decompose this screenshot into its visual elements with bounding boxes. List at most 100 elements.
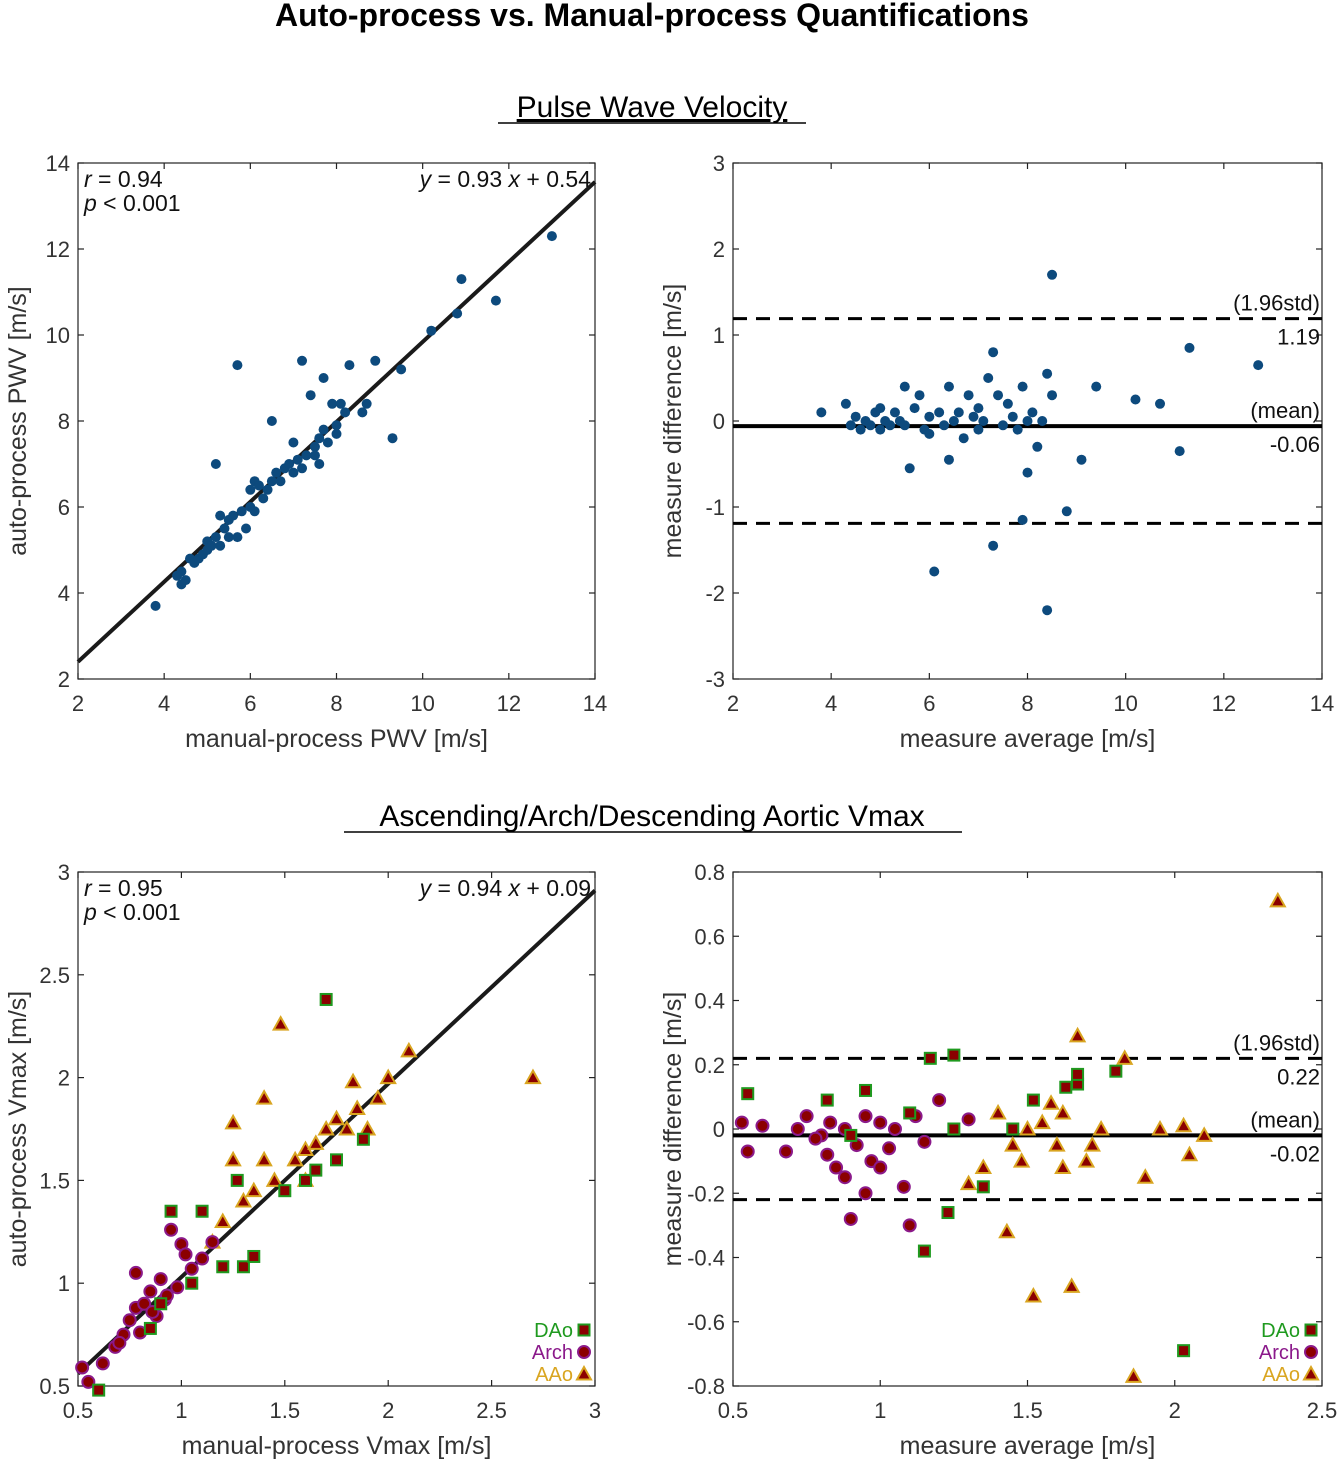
data-point-aao bbox=[1054, 1103, 1072, 1120]
data-point-aao bbox=[1024, 1287, 1043, 1303]
data-point bbox=[1155, 398, 1166, 409]
data-point-dao bbox=[941, 1206, 955, 1220]
data-point-aao bbox=[1042, 1094, 1060, 1110]
data-point-arch bbox=[932, 1093, 947, 1108]
vmax-bland-altman-panel: 0.5 1 1.5 2 2.5 -0.8 -0.6 -0.4 -0.2 0 0.2 0.4 0.6 0.8… bbox=[659, 860, 1337, 1460]
x-tick-label: 2 bbox=[382, 1398, 394, 1423]
data-point-arch bbox=[205, 1235, 220, 1250]
data-point bbox=[340, 407, 351, 418]
y-tick-label: 1.5 bbox=[39, 1168, 70, 1193]
y-tick-label: 1 bbox=[713, 323, 725, 348]
data-point-aao bbox=[379, 1068, 397, 1085]
data-point bbox=[973, 403, 984, 414]
data-point-aao bbox=[255, 1089, 273, 1105]
data-point bbox=[929, 566, 940, 577]
data-point bbox=[262, 484, 273, 495]
data-point-dao bbox=[195, 1204, 209, 1218]
r-value: = 0.95 bbox=[92, 875, 163, 901]
data-point-aao bbox=[1054, 1158, 1072, 1175]
data-point-arch bbox=[137, 1296, 152, 1311]
p-value: < 0.001 bbox=[97, 190, 181, 216]
equation-part: = 0.94 bbox=[431, 875, 508, 901]
x-tick-label: 10 bbox=[1113, 691, 1137, 716]
data-point-arch bbox=[808, 1131, 823, 1146]
data-point bbox=[1027, 407, 1038, 418]
data-point bbox=[1047, 390, 1058, 401]
data-point bbox=[456, 274, 467, 285]
data-point bbox=[253, 480, 264, 491]
data-point bbox=[249, 506, 260, 517]
x-tick-label: 4 bbox=[158, 691, 170, 716]
data-point-aao bbox=[245, 1181, 263, 1198]
x-tick-label: 10 bbox=[410, 691, 434, 716]
data-point-aao bbox=[271, 1015, 290, 1031]
data-point bbox=[284, 459, 295, 469]
data-point bbox=[309, 450, 320, 461]
equation-part: x bbox=[508, 875, 522, 901]
data-point-arch bbox=[917, 1134, 932, 1149]
y-tick-label: -0.6 bbox=[687, 1310, 725, 1335]
data-point bbox=[370, 355, 381, 366]
x-tick-label: 1.5 bbox=[1012, 1398, 1043, 1423]
data-point-aao bbox=[317, 1119, 335, 1136]
data-point-dao bbox=[230, 1173, 244, 1187]
x-tick-label: 2 bbox=[72, 691, 84, 716]
data-point-dao bbox=[164, 1204, 178, 1218]
data-point-aao bbox=[974, 1158, 993, 1175]
y-tick-label: -0.8 bbox=[687, 1374, 725, 1399]
data-point bbox=[968, 411, 979, 422]
data-point-aao bbox=[524, 1068, 542, 1085]
data-point-aao bbox=[1083, 1136, 1101, 1152]
data-point-arch bbox=[820, 1147, 835, 1162]
data-point-arch bbox=[734, 1115, 749, 1130]
data-point-dao bbox=[278, 1184, 292, 1198]
data-point bbox=[210, 459, 221, 469]
data-point-aao bbox=[255, 1150, 273, 1167]
data-point-aao bbox=[1180, 1145, 1199, 1162]
data-point-dao bbox=[1109, 1064, 1123, 1078]
data-point-dao bbox=[741, 1087, 755, 1101]
x-tick-label: 2 bbox=[727, 691, 739, 716]
y-axis-label: auto-process Vmax [m/s] bbox=[4, 991, 32, 1267]
data-point-arch bbox=[843, 1211, 858, 1226]
data-point bbox=[314, 433, 325, 444]
data-point bbox=[309, 441, 320, 452]
data-point-dao bbox=[820, 1093, 834, 1107]
y-tick-label: 0.4 bbox=[694, 989, 725, 1014]
data-point bbox=[232, 360, 243, 371]
p-statistic: p < 0.001 bbox=[83, 190, 181, 216]
data-point-arch bbox=[823, 1115, 838, 1130]
data-point-aao bbox=[344, 1072, 362, 1089]
data-point-arch bbox=[896, 1179, 911, 1194]
data-point-arch bbox=[961, 1112, 976, 1127]
data-point bbox=[875, 403, 886, 414]
data-point bbox=[387, 433, 398, 444]
y-tick-label: -3 bbox=[705, 667, 725, 692]
x-axis-label: manual-process Vmax [m/s] bbox=[182, 1432, 492, 1460]
x-tick-label: 4 bbox=[825, 691, 837, 716]
data-point bbox=[978, 416, 989, 426]
data-point-dao bbox=[1177, 1344, 1191, 1358]
data-point-arch bbox=[837, 1170, 852, 1185]
data-point-dao bbox=[185, 1276, 199, 1290]
data-point-dao bbox=[923, 1051, 937, 1065]
y-tick-label: 2 bbox=[58, 1066, 70, 1091]
data-point-dao bbox=[844, 1128, 858, 1142]
data-point-arch bbox=[95, 1356, 110, 1371]
x-axis-label: measure average [m/s] bbox=[900, 725, 1156, 753]
y-tick-label: -1 bbox=[705, 495, 725, 520]
data-point-arch bbox=[790, 1122, 805, 1136]
pwv-scatter-panel: 2 4 6 8 10 12 14 2 4 6 8 10 12 14 manual-process PWV [… bbox=[4, 151, 607, 753]
y-tick-label: 0.6 bbox=[694, 924, 725, 949]
data-point bbox=[1042, 605, 1053, 616]
data-point bbox=[232, 532, 243, 543]
p-value: < 0.001 bbox=[97, 899, 181, 925]
x-tick-label: 12 bbox=[497, 691, 521, 716]
data-point bbox=[288, 467, 299, 478]
data-point-dao bbox=[319, 992, 333, 1006]
x-tick-label: 12 bbox=[1212, 691, 1236, 716]
data-point bbox=[983, 373, 994, 383]
data-point bbox=[215, 540, 226, 551]
data-point-aao bbox=[1068, 1026, 1087, 1043]
